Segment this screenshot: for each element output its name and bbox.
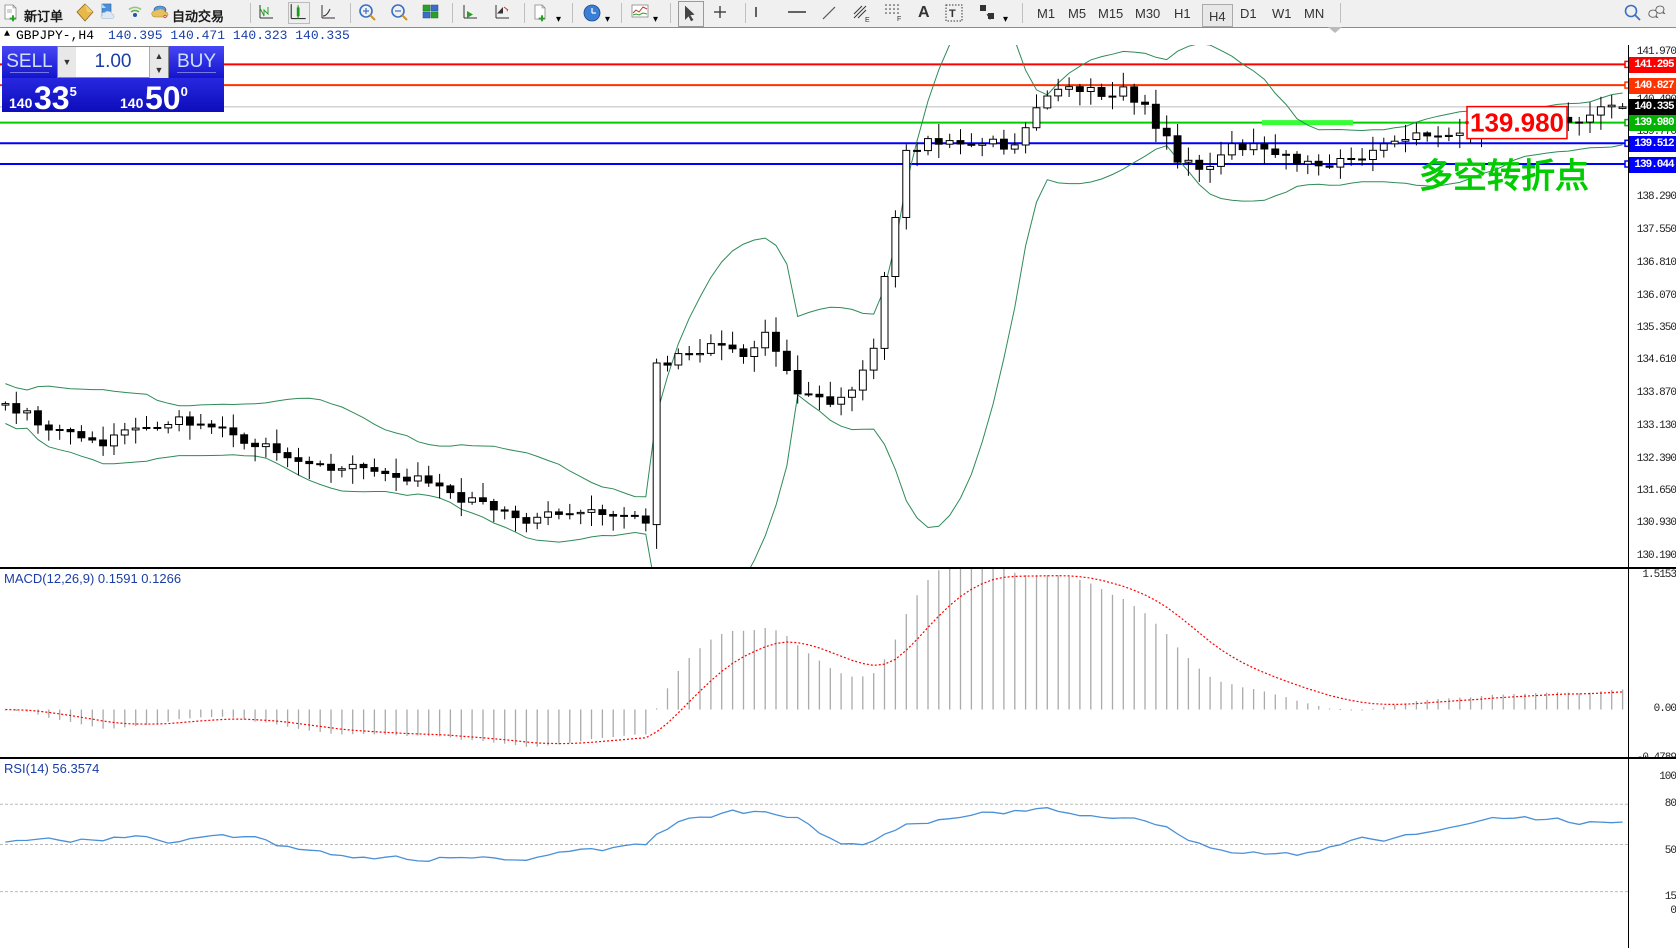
svg-text:F: F bbox=[897, 16, 901, 22]
svg-text:E: E bbox=[865, 17, 870, 23]
svg-text:139.980: 139.980 bbox=[1470, 108, 1564, 138]
svg-text:多空转折点: 多空转折点 bbox=[1419, 158, 1589, 196]
svg-text:T: T bbox=[949, 8, 956, 20]
